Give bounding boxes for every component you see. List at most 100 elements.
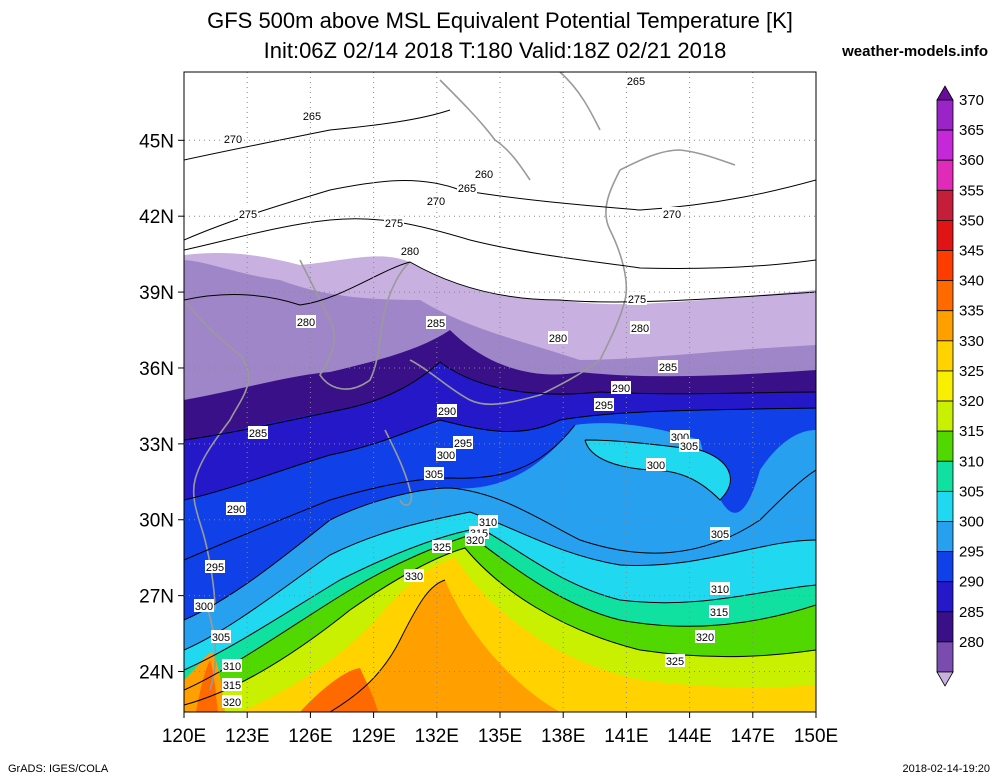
lat-label: 30N — [139, 511, 174, 532]
lat-label: 36N — [139, 359, 174, 380]
contour-label: 305 — [711, 529, 729, 541]
footer-right: 2018-02-14-19:20 — [902, 763, 990, 775]
contour-label: 305 — [680, 441, 698, 453]
map-field — [184, 72, 816, 712]
contour-label: 270 — [427, 196, 445, 208]
colorbar-swatch — [936, 280, 954, 312]
contour-labels: 265 265 270 260 265 270 270 275 275 275 280 280 280 2… — [194, 74, 730, 709]
lon-label: 135E — [478, 726, 522, 747]
contour-label: 300 — [647, 460, 665, 472]
contour-label: 290 — [612, 383, 630, 395]
colorbar-label: 280 — [959, 634, 984, 651]
contour-label: 285 — [659, 362, 677, 374]
contour-label: 320 — [466, 535, 484, 547]
colorbar-swatch — [936, 490, 954, 522]
colorbar-swatch — [936, 220, 954, 251]
colorbar-label: 340 — [959, 273, 984, 290]
contour-label: 265 — [627, 76, 645, 88]
contour-label: 320 — [696, 632, 714, 644]
contour-label: 320 — [223, 697, 241, 709]
colorbar-label: 285 — [959, 604, 984, 621]
contour-label: 295 — [595, 400, 613, 412]
colorbar — [936, 85, 954, 687]
colorbar-swatch — [936, 521, 954, 552]
contour-label: 275 — [239, 209, 257, 221]
lon-label: 120E — [162, 726, 206, 747]
lon-label: 132E — [415, 726, 459, 747]
contour-label: 270 — [224, 134, 242, 146]
contour-label: 270 — [663, 209, 681, 221]
lat-label: 45N — [139, 131, 174, 152]
graticule — [184, 72, 816, 712]
contour-label: 260 — [475, 169, 493, 181]
colorbar-swatch — [936, 189, 954, 221]
contour-label: 275 — [628, 294, 646, 306]
contour-label: 325 — [666, 656, 684, 668]
lon-label: 123E — [225, 726, 269, 747]
contour-label: 275 — [385, 218, 403, 230]
colorbar-swatch — [936, 400, 954, 432]
lon-label: 150E — [794, 726, 838, 747]
colorbar-label: 335 — [959, 303, 984, 320]
colorbar-swatch — [936, 611, 954, 643]
contour-label: 310 — [711, 584, 729, 596]
contour-label: 300 — [437, 450, 455, 462]
colorbar-top-arrow — [936, 85, 954, 101]
contour-label: 280 — [549, 333, 567, 345]
contour-label: 280 — [297, 317, 315, 329]
site-label: weather-models.info — [842, 43, 988, 60]
colorbar-label: 295 — [959, 544, 984, 561]
colorbar-swatch — [936, 159, 954, 191]
colorbar-swatch — [936, 460, 954, 492]
lat-label: 27N — [139, 587, 174, 608]
lat-label: 42N — [139, 207, 174, 228]
contour-label: 285 — [427, 318, 445, 330]
longitude-labels: 120E 123E 126E 129E 132E 135E 138E 141E 144E 147E… — [162, 712, 838, 747]
latitude-labels: 45N 42N 39N 36N 33N 30N 27N 24N — [139, 131, 184, 684]
colorbar-label: 360 — [959, 152, 984, 169]
contour-label: 300 — [195, 601, 213, 613]
contour-label: 265 — [458, 183, 476, 195]
colorbar-swatch — [936, 99, 954, 131]
map-title: GFS 500m above MSL Equivalent Potential … — [207, 8, 793, 33]
contour-label: 310 — [223, 661, 241, 673]
colorbar-labels: 370 365 360 355 350 345 340 335 330 325 320 315 310 3… — [959, 92, 984, 651]
colorbar-label: 305 — [959, 483, 984, 500]
lon-label: 141E — [604, 726, 648, 747]
colorbar-label: 345 — [959, 243, 984, 260]
colorbar-swatch — [936, 551, 954, 583]
contour-label: 315 — [223, 680, 241, 692]
colorbar-swatch — [936, 370, 954, 402]
footer-left: GrADS: IGES/COLA — [8, 763, 109, 775]
lon-label: 126E — [288, 726, 332, 747]
contour-label: 265 — [303, 111, 321, 123]
colorbar-swatch — [936, 250, 954, 282]
contour-label: 305 — [425, 469, 443, 481]
lat-label: 33N — [139, 435, 174, 456]
lat-label: 24N — [139, 663, 174, 684]
contour-label: 315 — [710, 607, 728, 619]
contour-label: 285 — [249, 428, 267, 440]
colorbar-label: 315 — [959, 423, 984, 440]
map-subtitle: Init:06Z 02/14 2018 T:180 Valid:18Z 02/2… — [263, 38, 727, 63]
contour-label: 330 — [405, 571, 423, 583]
contour-label: 280 — [631, 323, 649, 335]
colorbar-label: 365 — [959, 122, 984, 139]
contour-label: 325 — [433, 542, 451, 554]
contour-label: 290 — [438, 406, 456, 418]
contour-label: 305 — [212, 632, 230, 644]
colorbar-label: 300 — [959, 513, 984, 530]
colorbar-label: 330 — [959, 333, 984, 350]
colorbar-label: 290 — [959, 574, 984, 591]
colorbar-swatch — [936, 581, 954, 613]
contour-label: 280 — [401, 246, 419, 258]
lon-label: 144E — [667, 726, 711, 747]
colorbar-swatch — [936, 340, 954, 372]
contour-label: 290 — [227, 504, 245, 516]
colorbar-label: 355 — [959, 182, 984, 199]
contour-label: 295 — [206, 562, 224, 574]
lat-label: 39N — [139, 283, 174, 304]
colorbar-swatch — [936, 641, 954, 673]
colorbar-label: 370 — [959, 92, 984, 109]
